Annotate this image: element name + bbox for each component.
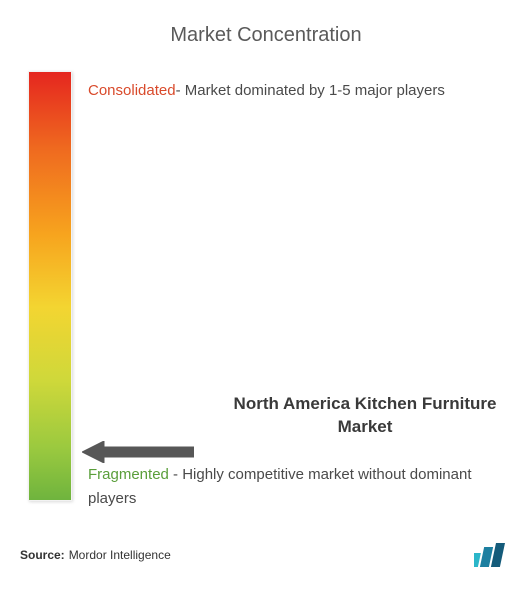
mordor-logo-icon xyxy=(474,543,512,567)
chart-body: Consolidated- Market dominated by 1-5 ma… xyxy=(20,71,512,511)
pointer-arrow-icon xyxy=(82,441,194,463)
source-text: Source: Mordor Intelligence xyxy=(20,548,171,562)
consolidated-label: Consolidated xyxy=(88,82,176,99)
annotation-area: Consolidated- Market dominated by 1-5 ma… xyxy=(88,71,512,511)
fragmented-label: Fragmented xyxy=(88,466,169,483)
consolidated-desc: - Market dominated by 1-5 major players xyxy=(176,82,445,99)
fragmented-annotation: Fragmented - Highly competitive market w… xyxy=(88,463,512,511)
chart-footer: Source: Mordor Intelligence xyxy=(20,543,512,567)
source-value: Mordor Intelligence xyxy=(69,548,171,562)
market-name-label: North America Kitchen Furniture Market xyxy=(208,393,522,439)
consolidated-annotation: Consolidated- Market dominated by 1-5 ma… xyxy=(88,79,512,103)
chart-title: Market Concentration xyxy=(20,24,512,47)
source-label: Source: xyxy=(20,548,65,562)
concentration-gradient-bar xyxy=(28,71,72,501)
